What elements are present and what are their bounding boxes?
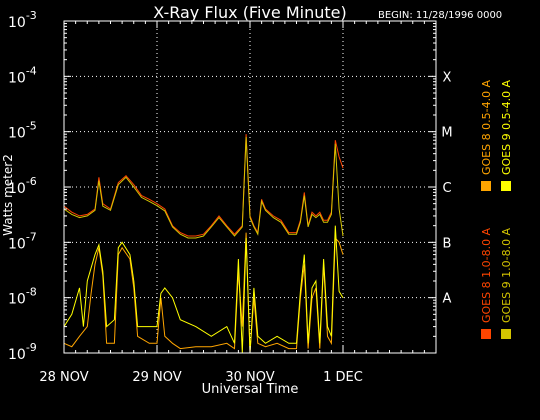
y-axis-label: Watts meter2 — [1, 154, 15, 236]
series-line — [63, 232, 344, 354]
x-tick-label: 30 NOV — [225, 370, 274, 385]
flare-class-label: A — [443, 292, 452, 307]
legend-swatch — [481, 181, 491, 191]
y-tick-label: 10-8 — [8, 286, 37, 308]
x-tick-label: 28 NOV — [39, 370, 88, 385]
legend: GOES 8 1.0-8.0 A GOES 8 0.5-4.0 A GOES 9 1… — [480, 79, 513, 339]
series-line — [63, 225, 344, 354]
y-tick-label: 10-6 — [8, 175, 37, 197]
legend-swatch — [501, 329, 511, 339]
flare-class-label: B — [443, 236, 452, 251]
y-tick-label: 10-7 — [8, 230, 37, 252]
x-tick-label: 1 DEC — [323, 370, 363, 385]
legend-label: GOES 9 1.0-8.0 A — [500, 227, 513, 323]
x-axis-label: Universal Time — [201, 382, 299, 397]
legend-label: GOES 8 0.5-4.0 A — [480, 79, 493, 175]
grid-lines — [64, 21, 436, 353]
series-line — [63, 134, 344, 237]
y-tick-label: 10-5 — [8, 120, 37, 142]
legend-label: GOES 9 0.5-4.0 A — [500, 79, 513, 175]
y-tick-label: 10-4 — [8, 64, 37, 86]
y-tick-label: 10-3 — [8, 9, 37, 31]
flare-class-label: C — [442, 181, 451, 196]
series-line — [63, 136, 344, 239]
legend-swatch — [501, 181, 511, 191]
flare-class-label: X — [443, 70, 452, 85]
axis-ticks: 10-9 10-8 10-7 10-6 10-5 10-4 10-3 28 NOV 29 NOV… — [8, 9, 453, 385]
y-tick-label: 10-9 — [8, 341, 37, 363]
flare-class-label: M — [441, 126, 452, 141]
data-curves — [63, 134, 344, 354]
legend-label: GOES 8 1.0-8.0 A — [480, 227, 493, 323]
legend-swatch — [481, 329, 491, 339]
x-tick-label: 29 NOV — [132, 370, 181, 385]
chart-title: X-Ray Flux (Five Minute) — [153, 3, 347, 22]
begin-label: BEGIN: 11/28/1996 0000 — [378, 10, 503, 21]
